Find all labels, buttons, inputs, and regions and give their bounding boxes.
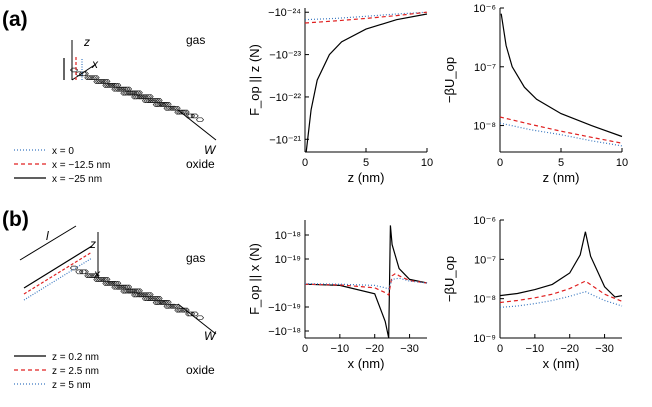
y-axis-label: −βU_op [442, 256, 457, 302]
y-tick-label: −10⁻¹⁹ [268, 302, 301, 314]
schematic-l-label-b: l [46, 229, 49, 243]
probe-dotted-b [23, 257, 93, 301]
series-line-0 [304, 11, 428, 21]
schematic-b: z x l W [19, 225, 217, 343]
y-tick-label: 10⁻⁹ [473, 333, 496, 345]
x-tick-label: 5 [558, 157, 564, 169]
chart-0: 0 5 10 −10⁻²⁴ −10⁻²³ −10⁻²² −10⁻²¹ z (nm) F_op |… [247, 7, 433, 185]
x-tick-label: −10 [526, 343, 545, 355]
legend-label-b-0: z = 0.2 nm [52, 352, 99, 363]
x-tick-label: 5 [363, 157, 369, 169]
y-axis-label: F_op || x (N) [247, 243, 262, 315]
panel-label-a: (a) [2, 8, 28, 31]
x-tick-label: 10 [421, 157, 433, 169]
y-tick-label: 10⁻⁸ [473, 294, 496, 306]
y-tick-label: 10⁻⁶ [473, 3, 496, 15]
probe-dashed-b [23, 251, 93, 295]
x-axis-label: z (nm) [543, 170, 580, 185]
x-tick-label: −30 [400, 343, 419, 355]
y-tick-label: 10⁻⁸ [473, 121, 496, 133]
schematic-w-label-a: W [204, 143, 217, 157]
series-line-2 [305, 13, 428, 153]
x-axis-label: x (nm) [543, 356, 580, 371]
series-line-0 [304, 225, 428, 339]
x-tick-label: 0 [497, 157, 503, 169]
probe-solid-b [23, 245, 93, 289]
y-tick-label: −10⁻²¹ [269, 134, 301, 146]
legend-a: x = 0 x = −12.5 nm x = −25 nm [14, 146, 110, 185]
graphene-lattice-b [69, 265, 205, 321]
legend-label-a-1: x = −12.5 nm [52, 160, 110, 171]
x-tick-label: −20 [560, 343, 579, 355]
x-tick-label: 0 [302, 157, 308, 169]
y-tick-label: 10⁻¹⁹ [275, 254, 301, 266]
legend-b: z = 0.2 nm z = 2.5 nm z = 5 nm [14, 352, 99, 391]
y-tick-label: 10⁻⁷ [474, 62, 496, 74]
x-tick-label: −30 [595, 343, 614, 355]
y-tick-label: −10⁻²³ [269, 50, 301, 62]
legend-label-b-2: z = 5 nm [52, 380, 91, 391]
region-oxide-b: oxide [186, 363, 215, 377]
series-line-0 [499, 122, 623, 147]
schematic-a: z x W [63, 35, 217, 157]
chart-2: 0 −10 −20 −30 10⁻¹⁸ 10⁻¹⁹ −10⁻¹⁹ −10⁻¹⁸ x (nm) F_… [247, 220, 428, 371]
region-gas-b: gas [186, 251, 205, 265]
y-tick-label: −10⁻²⁴ [268, 7, 301, 19]
x-axis-label: x (nm) [348, 356, 385, 371]
y-tick-label: −10⁻²² [269, 92, 301, 104]
x-tick-label: −20 [365, 343, 384, 355]
x-tick-label: 10 [616, 157, 628, 169]
region-oxide-a: oxide [186, 157, 215, 171]
panel-label-b: (b) [2, 208, 29, 231]
series-line-2 [500, 13, 623, 138]
series-line-2 [499, 291, 623, 308]
x-tick-label: 0 [497, 343, 503, 355]
graphene-lattice-a [69, 67, 205, 123]
series-line-1 [304, 272, 428, 297]
chart-1: 0 5 10 10⁻⁶ 10⁻⁷ 10⁻⁸ z (nm) −βU_op [442, 3, 628, 185]
w-dimension-line-a [177, 109, 217, 141]
y-tick-label: −10⁻¹⁸ [268, 326, 301, 338]
schematic-z-label-b: z [89, 237, 96, 251]
y-tick-label: 10⁻¹⁸ [275, 230, 301, 242]
schematic-x-label-a: x [91, 57, 99, 71]
legend-label-a-2: x = −25 nm [52, 174, 102, 185]
l-dimension-line-b [19, 225, 77, 261]
y-axis-label: −βU_op [442, 57, 457, 103]
schematic-w-label-b: W [204, 329, 217, 343]
series-line-1 [499, 280, 623, 304]
series-line-0 [499, 231, 623, 298]
lattice-cells [69, 67, 205, 123]
legend-label-b-1: z = 2.5 nm [52, 366, 99, 377]
y-tick-label: 10⁻⁶ [473, 215, 496, 227]
lattice-cells [69, 265, 205, 321]
schematic-z-label-a: z [83, 35, 90, 49]
x-tick-label: 0 [302, 343, 308, 355]
w-dimension-line-b [177, 303, 217, 335]
region-gas-a: gas [186, 33, 205, 47]
chart-3: 0 −10 −20 −30 10⁻⁶ 10⁻⁷ 10⁻⁸ 10⁻⁹ x (nm) −βU_op [442, 215, 623, 371]
y-axis-label: F_op || z (N) [247, 44, 262, 116]
x-tick-label: −10 [331, 343, 350, 355]
charts: 0 5 10 −10⁻²⁴ −10⁻²³ −10⁻²² −10⁻²¹ z (nm) F_op |… [247, 3, 628, 371]
x-axis-label: z (nm) [348, 170, 385, 185]
legend-label-a-0: x = 0 [52, 146, 74, 157]
schematic-x-label-b: x [93, 267, 101, 281]
y-tick-label: 10⁻⁷ [474, 254, 496, 266]
series-line-2 [304, 277, 428, 290]
